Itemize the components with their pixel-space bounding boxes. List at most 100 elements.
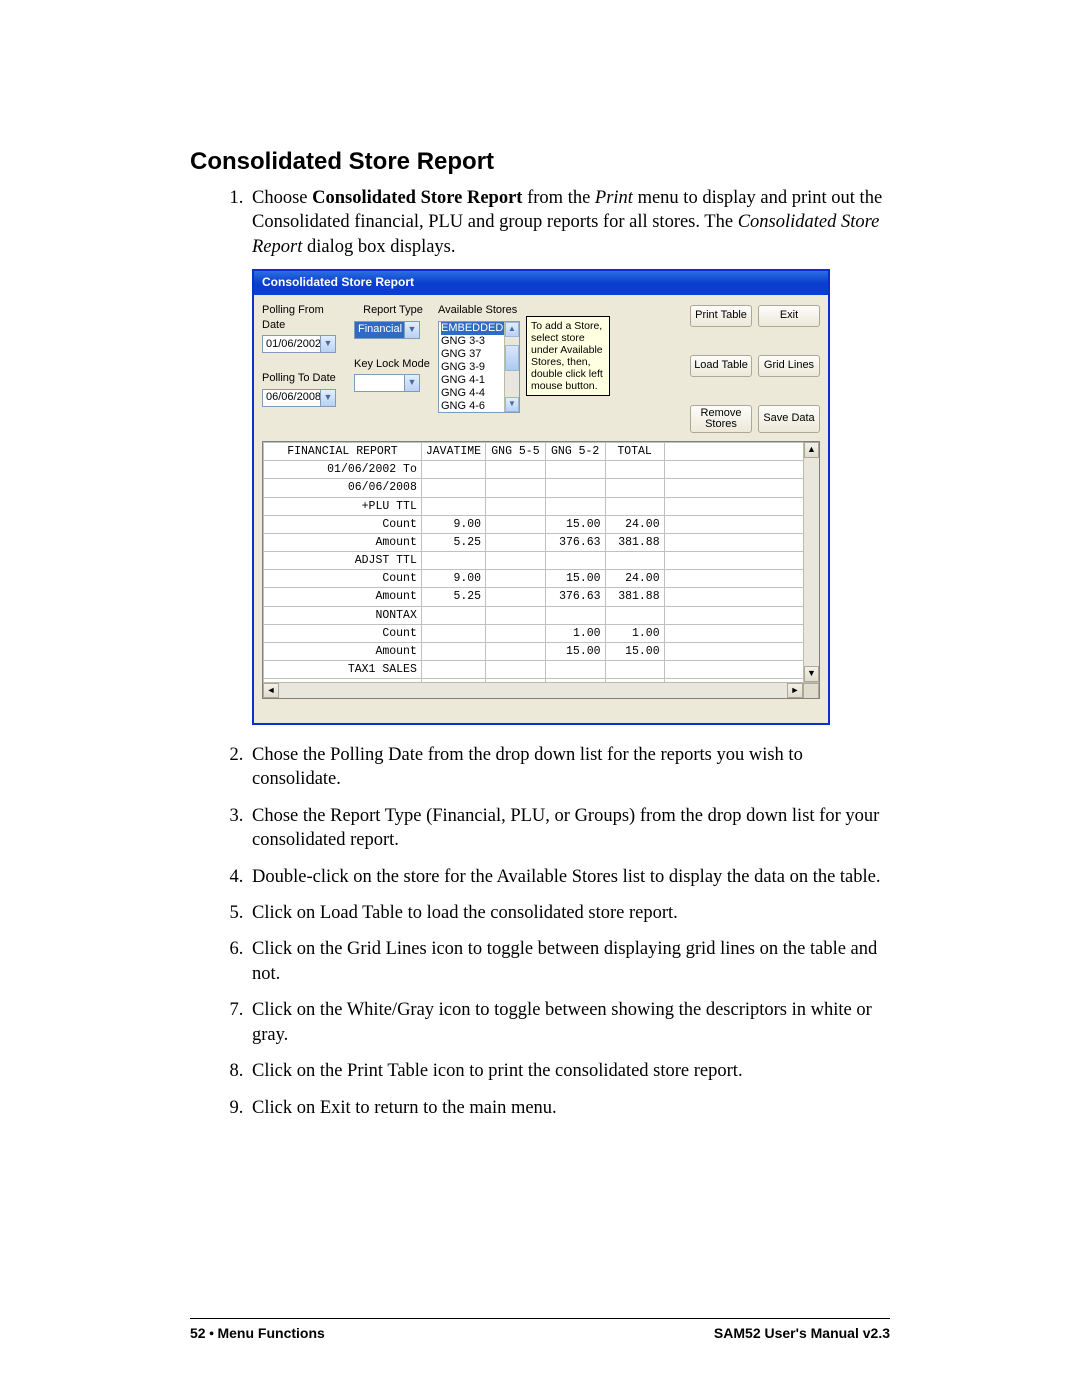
table-cell bbox=[421, 642, 485, 660]
table-cell bbox=[545, 661, 605, 679]
table-cell bbox=[664, 497, 820, 515]
load-table-button[interactable]: Load Table bbox=[690, 355, 752, 377]
text: from the bbox=[522, 188, 594, 208]
horizontal-scrollbar[interactable]: ◄ ► bbox=[263, 682, 819, 698]
heading: Consolidated Store Report bbox=[190, 148, 890, 176]
scroll-left-icon[interactable]: ◄ bbox=[263, 683, 279, 698]
table-cell: 5.25 bbox=[421, 533, 485, 551]
table-row: Amount5.25376.63381.88 bbox=[264, 588, 821, 606]
table-cell bbox=[664, 479, 820, 497]
dialog-titlebar: Consolidated Store Report bbox=[254, 271, 828, 295]
exit-button[interactable]: Exit bbox=[758, 305, 820, 327]
print-table-button[interactable]: Print Table bbox=[690, 305, 752, 327]
chevron-down-icon[interactable]: ▼ bbox=[320, 336, 335, 352]
column-header: GNG 5-2 bbox=[545, 443, 605, 461]
table-cell bbox=[421, 497, 485, 515]
combo-value: Financial bbox=[358, 322, 402, 337]
save-data-button[interactable]: Save Data bbox=[758, 405, 820, 433]
dialog-screenshot: Consolidated Store Report Polling From D… bbox=[252, 269, 890, 725]
table-cell bbox=[421, 661, 485, 679]
scroll-down-icon[interactable]: ▼ bbox=[505, 397, 519, 412]
report-table-area: FINANCIAL REPORTJAVATIMEGNG 5-5GNG 5-2TO… bbox=[262, 441, 820, 699]
table-row: ADJST TTL bbox=[264, 552, 821, 570]
vertical-scrollbar[interactable]: ▲ ▼ bbox=[803, 442, 819, 682]
table-cell bbox=[486, 461, 546, 479]
table-cell: 1.00 bbox=[605, 624, 664, 642]
scroll-corner bbox=[803, 683, 819, 699]
table-cell: Count bbox=[264, 515, 422, 533]
table-cell: 376.63 bbox=[545, 588, 605, 606]
table-row: +PLU TTL bbox=[264, 497, 821, 515]
table-cell bbox=[421, 552, 485, 570]
table-cell: Amount bbox=[264, 588, 422, 606]
text: Choose bbox=[252, 188, 312, 208]
chevron-down-icon[interactable]: ▼ bbox=[404, 375, 419, 391]
step-5: Click on Load Table to load the consolid… bbox=[248, 901, 890, 925]
chevron-down-icon[interactable]: ▼ bbox=[404, 322, 419, 338]
table-cell bbox=[605, 461, 664, 479]
table-cell bbox=[664, 642, 820, 660]
grid-lines-button[interactable]: Grid Lines bbox=[758, 355, 820, 377]
scroll-down-icon[interactable]: ▼ bbox=[804, 666, 819, 682]
page-footer: 52 • Menu Functions SAM52 User's Manual … bbox=[190, 1318, 890, 1343]
table-cell bbox=[545, 497, 605, 515]
remove-stores-button[interactable]: Remove Stores bbox=[690, 405, 752, 433]
combo-value: 01/06/2002 bbox=[266, 337, 321, 352]
table-cell: TAX1 SALES bbox=[264, 661, 422, 679]
table-row: Count9.0015.0024.00 bbox=[264, 570, 821, 588]
scroll-up-icon[interactable]: ▲ bbox=[505, 322, 519, 337]
table-row: Amount5.25376.63381.88 bbox=[264, 533, 821, 551]
text-bold: Consolidated Store Report bbox=[312, 188, 522, 208]
keylock-combo[interactable]: ▼ bbox=[354, 374, 420, 392]
table-row: TAX1 SALES bbox=[264, 661, 821, 679]
table-cell bbox=[605, 479, 664, 497]
table-cell: 06/06/2008 bbox=[264, 479, 422, 497]
column-header: FINANCIAL REPORT bbox=[264, 443, 422, 461]
column-header bbox=[664, 443, 820, 461]
table-cell bbox=[545, 552, 605, 570]
table-cell: 24.00 bbox=[605, 570, 664, 588]
text: dialog box displays. bbox=[302, 237, 455, 257]
step-6: Click on the Grid Lines icon to toggle b… bbox=[248, 937, 890, 986]
report-table: FINANCIAL REPORTJAVATIMEGNG 5-5GNG 5-2TO… bbox=[263, 442, 820, 699]
table-cell: 376.63 bbox=[545, 533, 605, 551]
column-header: GNG 5-5 bbox=[486, 443, 546, 461]
table-cell bbox=[545, 461, 605, 479]
footer-page-number: 52 bbox=[190, 1325, 206, 1341]
step-7: Click on the White/Gray icon to toggle b… bbox=[248, 998, 890, 1047]
table-cell: ADJST TTL bbox=[264, 552, 422, 570]
table-cell bbox=[421, 461, 485, 479]
polling-to-combo[interactable]: 06/06/2008 ▼ bbox=[262, 389, 336, 407]
chevron-down-icon[interactable]: ▼ bbox=[320, 390, 335, 406]
table-cell: 381.88 bbox=[605, 533, 664, 551]
scroll-up-icon[interactable]: ▲ bbox=[804, 442, 819, 458]
scroll-right-icon[interactable]: ► bbox=[787, 683, 803, 698]
table-cell: 5.25 bbox=[421, 588, 485, 606]
scrollbar[interactable]: ▲ ▼ bbox=[504, 322, 519, 412]
table-cell: Count bbox=[264, 570, 422, 588]
step-8: Click on the Print Table icon to print t… bbox=[248, 1059, 890, 1083]
table-cell bbox=[664, 588, 820, 606]
table-cell: NONTAX bbox=[264, 606, 422, 624]
table-cell bbox=[664, 606, 820, 624]
available-stores-list[interactable]: EMBEDDEDGNG 3-3GNG 37GNG 3-9GNG 4-1GNG 4… bbox=[438, 321, 520, 413]
step-3: Chose the Report Type (Financial, PLU, o… bbox=[248, 804, 890, 853]
footer-section: Menu Functions bbox=[217, 1325, 324, 1341]
combo-value: 06/06/2008 bbox=[266, 390, 321, 405]
steps-list: Choose Consolidated Store Report from th… bbox=[190, 186, 890, 1120]
table-row: 06/06/2008 bbox=[264, 479, 821, 497]
step-4: Double-click on the store for the Availa… bbox=[248, 865, 890, 889]
column-header: JAVATIME bbox=[421, 443, 485, 461]
label-available-stores: Available Stores bbox=[438, 303, 520, 318]
step-2: Chose the Polling Date from the drop dow… bbox=[248, 743, 890, 792]
step-9: Click on Exit to return to the main menu… bbox=[248, 1096, 890, 1120]
polling-from-combo[interactable]: 01/06/2002 ▼ bbox=[262, 335, 336, 353]
table-cell bbox=[486, 497, 546, 515]
table-cell: +PLU TTL bbox=[264, 497, 422, 515]
scroll-thumb[interactable] bbox=[505, 345, 519, 371]
table-cell bbox=[664, 461, 820, 479]
table-cell bbox=[486, 661, 546, 679]
report-type-combo[interactable]: Financial ▼ bbox=[354, 321, 420, 339]
table-cell: Amount bbox=[264, 642, 422, 660]
table-cell bbox=[664, 624, 820, 642]
